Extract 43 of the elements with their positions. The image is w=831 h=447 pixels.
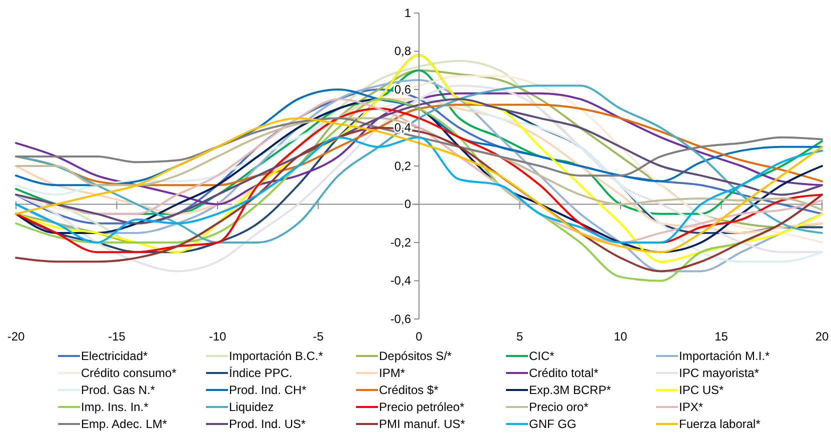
legend-label: GNF GG — [529, 417, 576, 431]
legend-label: Índice PPC. — [229, 366, 292, 380]
legend-label: Electricidad* — [81, 349, 148, 363]
x-tick-label: 0 — [416, 330, 423, 344]
x-tick-label: 10 — [614, 330, 628, 344]
legend-label: IPC US* — [679, 383, 724, 397]
legend-label: Precio oro* — [529, 400, 589, 414]
legend-label: Importación B.C.* — [229, 349, 324, 363]
line-series — [15, 117, 823, 211]
y-tick-label: 0,6 — [394, 82, 412, 96]
legend-label: Prod. Gas N.* — [81, 383, 156, 397]
legend-label: Exp.3M BCRP* — [529, 383, 612, 397]
legend-label: Emp. Adec. LM* — [81, 417, 168, 431]
legend-label: Prod. Ind. CH* — [229, 383, 307, 397]
legend-label: CIC* — [529, 349, 555, 363]
legend-label: Crédito consumo* — [81, 366, 177, 380]
y-tick-label: -0,6 — [390, 312, 412, 326]
legend-label: Prod. Ind. US* — [229, 417, 306, 431]
x-tick-label: -5 — [312, 330, 324, 344]
x-tick-label: -15 — [108, 330, 126, 344]
legend-label: Depósitos S/* — [379, 349, 452, 363]
legend-label: IPX* — [679, 400, 704, 414]
legend-label: Liquidez — [229, 400, 274, 414]
legend-label: PMI manuf. US* — [379, 417, 466, 431]
legend-label: Crédito total* — [529, 366, 599, 380]
x-tick-label: -10 — [208, 330, 226, 344]
x-tick-label: 20 — [815, 330, 829, 344]
legend-label: IPC mayorista* — [679, 366, 760, 380]
y-tick-label: 0 — [404, 197, 412, 212]
y-tick-label: 0,2 — [394, 158, 412, 173]
x-tick-label: 15 — [714, 330, 728, 344]
legend-label: Precio petróleo* — [379, 400, 465, 414]
legend-label: Importación M.I.* — [679, 349, 770, 363]
x-tick-label: -20 — [7, 330, 25, 344]
legend-label: IPM* — [379, 366, 406, 380]
x-tick-label: 5 — [516, 330, 524, 344]
legend-label: Créditos $* — [379, 383, 439, 397]
y-tick-label: -0,2 — [390, 235, 412, 250]
legend-label: Fuerza laboral* — [679, 417, 761, 431]
legend-label: Imp. Ins. In.* — [81, 400, 149, 414]
y-tick-label: 0,8 — [394, 44, 412, 58]
y-tick-label: -0,4 — [390, 274, 412, 288]
y-tick-label: 1 — [404, 6, 412, 20]
